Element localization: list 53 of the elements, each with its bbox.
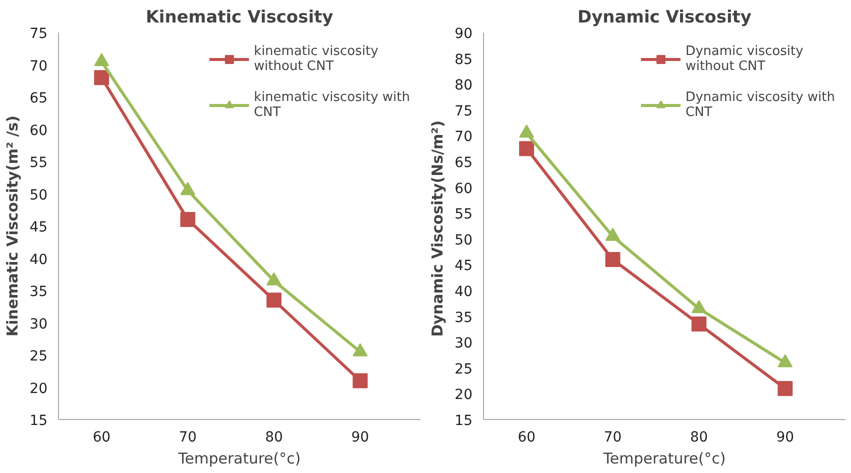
x-tick-label: 60 <box>518 430 536 446</box>
x-axis-title: Temperature(°c) <box>602 450 726 468</box>
y-tick-label: 25 <box>454 361 473 378</box>
y-tick-label: 55 <box>30 155 48 171</box>
point <box>180 182 196 196</box>
y-tick-label: 40 <box>454 284 473 300</box>
legend-label: Dynamic viscosity without CNT <box>685 43 804 76</box>
point <box>352 373 368 388</box>
y-tick-label: 20 <box>30 380 48 397</box>
y-tick-label: 35 <box>30 284 48 300</box>
y-tick-label: 60 <box>30 122 48 139</box>
y-tick-label: 30 <box>454 336 473 352</box>
y-tick-label: 55 <box>454 206 473 223</box>
y-tick-label: 20 <box>454 387 473 404</box>
y-tick-label: 25 <box>30 348 48 364</box>
x-tick-label: 70 <box>178 430 197 446</box>
y-tick-label: 50 <box>454 232 473 248</box>
x-tick-label: 80 <box>265 430 283 446</box>
y-tick-label: 35 <box>454 310 473 326</box>
y-tick-label: 75 <box>30 26 48 42</box>
y-tick-label: 75 <box>454 103 473 120</box>
x-tick-label: 60 <box>92 430 111 446</box>
point <box>266 292 282 308</box>
x-tick-label: 90 <box>776 430 794 446</box>
y-tick-label: 65 <box>30 90 48 106</box>
y-tick-label: 70 <box>454 129 473 146</box>
x-axis-title: Temperature(°c) <box>177 450 301 468</box>
point <box>266 272 282 286</box>
y-tick-label: 15 <box>30 413 48 429</box>
y-tick-label: 60 <box>454 180 473 197</box>
y-tick-label: 90 <box>454 26 473 42</box>
legend-label: kinematic viscosity without CNT <box>254 43 378 76</box>
y-tick-label: 15 <box>454 413 473 429</box>
y-tick-label: 80 <box>454 78 473 94</box>
chart-title: Kinematic Viscosity <box>146 8 334 28</box>
legend-label: Dynamic viscosity with CNT <box>685 89 835 122</box>
point <box>180 212 196 228</box>
y-tick-label: 70 <box>30 58 48 74</box>
x-tick-label: 80 <box>690 430 708 446</box>
chart-title: Dynamic Viscosity <box>577 8 752 28</box>
y-tick-label: 30 <box>30 316 48 332</box>
x-tick-label: 70 <box>604 430 622 446</box>
y-tick-label: 45 <box>454 258 473 274</box>
y-tick-label: 40 <box>30 252 48 268</box>
y-tick-label: 85 <box>454 52 473 68</box>
x-tick-label: 90 <box>351 430 370 446</box>
y-tick-label: 50 <box>30 187 48 204</box>
legend-label: kinematic viscosity with CNT <box>254 89 410 122</box>
y-axis-title: Dynamic Viscosity(Ns/m²) <box>428 120 447 337</box>
point <box>94 52 110 66</box>
y-tick-label: 45 <box>30 220 48 236</box>
y-tick-label: 65 <box>454 155 473 171</box>
y-axis-title: Kinematic Viscosity(m² /s) <box>4 116 22 336</box>
